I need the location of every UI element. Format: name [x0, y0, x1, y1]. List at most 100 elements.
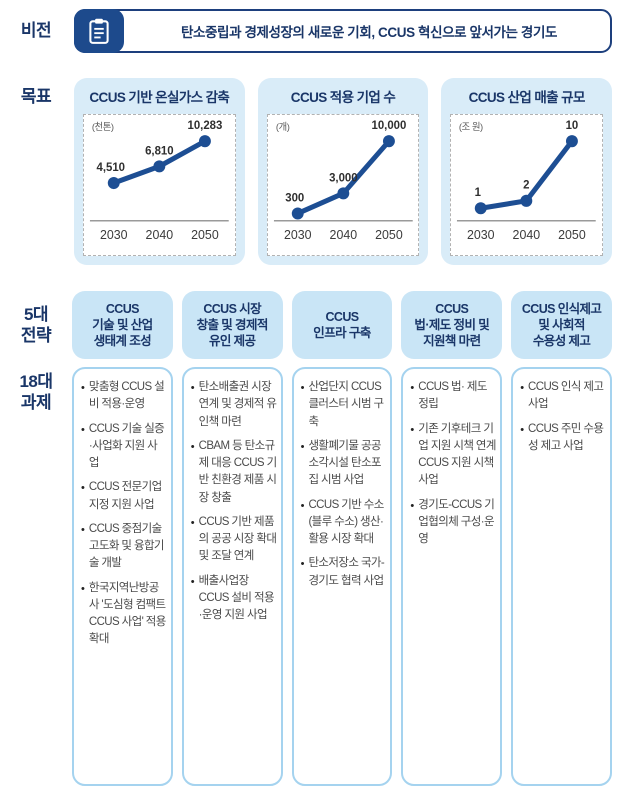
x-axis-label: 2030: [467, 228, 495, 242]
task-item: • 경기도-CCUS 기업협의체 구성·운영: [410, 497, 496, 549]
x-axis-label: 2050: [191, 228, 219, 242]
vision-label: 비전: [20, 21, 52, 41]
bullet-icon: •: [410, 499, 415, 512]
chart-plot-area: (조 원) 1 2030 2 2040 10 2050: [450, 114, 604, 256]
bullet-icon: •: [520, 423, 525, 436]
bullet-icon: •: [300, 440, 305, 453]
x-axis-label: 2040: [513, 228, 541, 242]
value-label: 10,283: [188, 120, 223, 132]
vision-statement: 탄소중립과 경제성장의 새로운 기회, CCUS 혁신으로 앞서가는 경기도: [181, 25, 557, 40]
bullet-icon: •: [190, 382, 195, 394]
data-point: [291, 207, 304, 220]
task-box: • 탄소배출권 시장 연계 및 경제적 유인책 마련 • CBAM 등 탄소규제 대응…: [181, 367, 283, 786]
task-text: 생활폐기물 공공소각시설 탄소포집 시범 사업: [308, 439, 381, 487]
bullet-icon: •: [81, 482, 85, 495]
goals-row: 목표 CCUS 기반 온실가스 감축 (천톤) 4,510 2030 6,810 2040…: [10, 78, 613, 265]
goal-chart-card: CCUS 적용 기업 수 (개) 300 2030 3,000 2040 10,000 205…: [257, 78, 429, 265]
bullet-icon: •: [410, 382, 415, 394]
strategy-side-labels: 5대 전략 18대 과제: [10, 291, 62, 786]
data-point: [382, 135, 395, 148]
bullet-icon: •: [300, 499, 305, 512]
goals-label: 목표: [20, 87, 52, 106]
clipboard-icon: [74, 9, 124, 53]
value-label: 2: [524, 180, 530, 192]
task-item: • CCUS 중점기술 고도화 및 융합기술 개발: [81, 521, 167, 573]
x-axis-label: 2040: [146, 228, 174, 242]
task-text: CCUS 기술 실증·사업화 지원 사업: [88, 422, 165, 470]
goal-chart-svg: (조 원) 1 2030 2 2040 10 2050: [457, 120, 597, 242]
task-text: CCUS 주민 수용성 제고 사업: [528, 422, 604, 452]
value-label: 10: [566, 120, 579, 132]
task-item: • CCUS 기반 수소(블루 수소) 생산·활용 시장 확대: [301, 497, 387, 549]
task-text: 한국지역난방공사 '도심형 컴팩트 CCUS 사업' 적용 확대: [88, 581, 166, 646]
task-text: 맞춤형 CCUS 설비 적용·운영: [88, 381, 165, 411]
data-point: [107, 176, 120, 190]
task-text: 산업단지 CCUS 클러스터 시범 구축: [308, 381, 384, 428]
task-box: • 산업단지 CCUS 클러스터 시범 구축 • 생활폐기물 공공소각시설 탄소포집 …: [291, 367, 393, 786]
vision-box: 탄소중립과 경제성장의 새로운 기회, CCUS 혁신으로 앞서가는 경기도: [74, 9, 612, 53]
task-text: 탄소저장소 국가-경기도 협력 사업: [308, 557, 385, 587]
task-item: • 한국지역난방공사 '도심형 컴팩트 CCUS 사업' 적용 확대: [81, 580, 167, 649]
bullet-icon: •: [81, 382, 85, 394]
vision-row: 비전 탄소중립과 경제성장의 새로운 기회, CCUS 혁신으로 앞서가는 경기…: [10, 8, 612, 54]
value-label: 6,810: [145, 145, 174, 157]
x-axis-label: 2050: [375, 228, 403, 242]
strategy-column: CCUS 인프라 구축 • 산업단지 CCUS 클러스터 시범 구축 • 생활폐기물 공…: [291, 291, 393, 786]
chart-title: CCUS 산업 매출 규모: [468, 90, 586, 105]
bullet-icon: •: [300, 558, 305, 571]
strategy-column: CCUS 법·제도 정비 및 지원책 마련 • CCUS 법· 제도 정립 • 기존 기…: [401, 291, 503, 786]
bullet-icon: •: [190, 440, 195, 453]
chart-plot-area: (개) 300 2030 3,000 2040 10,000 2050: [266, 114, 420, 256]
task-text: CCUS 중점기술 고도화 및 융합기술 개발: [88, 522, 165, 570]
x-axis-label: 2050: [558, 228, 586, 242]
task-item: • CCUS 법· 제도 정립: [410, 379, 496, 414]
task-text: CCUS 법· 제도 정립: [418, 381, 487, 411]
data-point: [337, 187, 349, 200]
task-text: 경기도-CCUS 기업협의체 구성·운영: [418, 498, 495, 546]
tasks-label-slot: 18대 과제: [10, 371, 62, 414]
task-text: CCUS 기반 수소(블루 수소) 생산·활용 시장 확대: [308, 498, 384, 546]
strategy-header: CCUS 기술 및 산업 생태계 조성: [72, 291, 173, 359]
value-label: 300: [285, 192, 304, 204]
strategy-header: CCUS 인식제고 및 사회적 수용성 제고: [511, 291, 612, 359]
goal-charts: CCUS 기반 온실가스 감축 (천톤) 4,510 2030 6,810 2040 10,…: [74, 78, 613, 265]
x-axis-label: 2030: [100, 228, 128, 242]
task-text: CBAM 등 탄소규제 대응 CCUS 기반 친환경 제품 시장 창출: [198, 439, 277, 504]
task-item: • CCUS 기반 제품의 공공 시장 확대 및 조달 연계: [191, 514, 277, 566]
goal-chart-svg: (천톤) 4,510 2030 6,810 2040 10,283 2050: [89, 120, 229, 242]
chart-plot-area: (천톤) 4,510 2030 6,810 2040 10,283 2050: [83, 114, 236, 256]
bullet-icon: •: [81, 523, 85, 536]
strategy-column: CCUS 인식제고 및 사회적 수용성 제고 • CCUS 인식 제고 사업 • CCU…: [511, 291, 612, 786]
task-item: • CCUS 전문기업 지정 지원 사업: [81, 479, 167, 514]
chart-title: CCUS 기반 온실가스 감축: [89, 90, 230, 105]
task-item: • 탄소저장소 국가-경기도 협력 사업: [301, 555, 387, 590]
strategy-column: CCUS 시장 창출 및 경제적 유인 제공 • 탄소배출권 시장 연계 및 경제적…: [181, 291, 283, 786]
unit-label: (천톤): [92, 122, 114, 133]
task-item: • CCUS 기술 실증·사업화 지원 사업: [81, 421, 167, 473]
data-point: [153, 160, 166, 173]
goal-chart-card: CCUS 기반 온실가스 감축 (천톤) 4,510 2030 6,810 2040 10,…: [74, 78, 245, 265]
task-text: CCUS 기반 제품의 공공 시장 확대 및 조달 연계: [198, 515, 277, 563]
strategies-label-slot: 5대 전략: [10, 291, 62, 359]
task-item: • 배출사업장 CCUS 설비 적용·운영 지원 사업: [191, 573, 277, 625]
bullet-icon: •: [81, 582, 85, 595]
goal-chart-card: CCUS 산업 매출 규모 (조 원) 1 2030 2 2040 10 2050: [441, 78, 613, 265]
data-point: [566, 135, 579, 148]
unit-label: (조 원): [459, 122, 483, 133]
task-item: • 생활폐기물 공공소각시설 탄소포집 시범 사업: [301, 438, 387, 490]
task-item: • 탄소배출권 시장 연계 및 경제적 유인책 마련: [191, 379, 277, 431]
bullet-icon: •: [520, 382, 525, 394]
value-label: 3,000: [329, 172, 358, 184]
bullet-icon: •: [410, 423, 415, 436]
x-axis-label: 2030: [284, 228, 312, 242]
value-label: 1: [475, 187, 482, 199]
task-item: • CCUS 인식 제고 사업: [520, 379, 606, 414]
value-label: 4,510: [97, 162, 126, 174]
bullet-icon: •: [190, 516, 195, 529]
data-point: [198, 135, 211, 148]
value-label: 10,000: [371, 120, 406, 132]
task-item: • CCUS 주민 수용성 제고 사업: [520, 421, 606, 456]
strategy-section: 5대 전략 18대 과제 CCUS 기술 및 산업 생태계 조성 • 맞춤형 CCU…: [10, 291, 612, 786]
task-item: • 기존 기후테크 기업 지원 시책 연계 CCUS 지원 시책 사업: [410, 421, 496, 490]
